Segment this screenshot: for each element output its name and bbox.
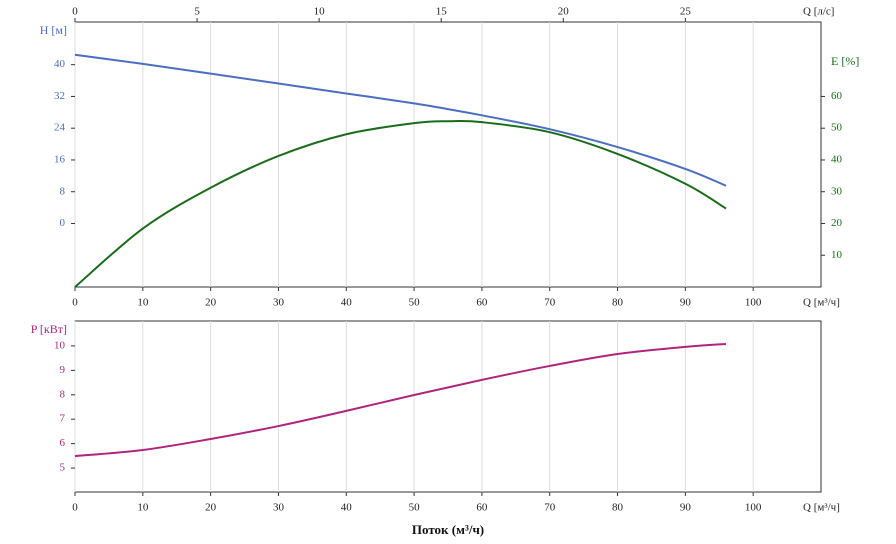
y-axis-label: P [кВт] xyxy=(31,322,67,336)
x-tick-label: 80 xyxy=(612,297,624,309)
y2-tick-label: 30 xyxy=(831,185,843,197)
y2-tick-label: 40 xyxy=(831,153,843,165)
x-axis-label: Q [м³/ч] xyxy=(803,297,840,309)
curve xyxy=(74,342,727,458)
x-tick-label: 60 xyxy=(476,297,488,309)
x-tick-label: 10 xyxy=(137,502,149,514)
y2-tick-label: 10 xyxy=(831,249,843,261)
x-tick-label: 20 xyxy=(205,502,217,514)
y2-axis-label: E [%] xyxy=(831,54,859,68)
y2-tick-label: 20 xyxy=(831,217,843,229)
x-tick-label: 30 xyxy=(273,297,285,309)
x-tick-label: 90 xyxy=(680,297,692,309)
y-tick-label: 7 xyxy=(60,413,66,425)
x-axis-title: Поток (м³/ч) xyxy=(412,522,484,537)
x2-axis-label: Q [л/с] xyxy=(803,6,834,18)
x2-tick-label: 0 xyxy=(72,6,78,18)
x2-tick-label: 5 xyxy=(194,6,200,18)
x-tick-label: 40 xyxy=(341,502,353,514)
x-tick-label: 60 xyxy=(476,502,488,514)
y-tick-label: 8 xyxy=(60,388,66,400)
x-tick-label: 30 xyxy=(273,502,285,514)
curve xyxy=(74,119,727,288)
x2-tick-label: 10 xyxy=(314,6,326,18)
x-tick-label: 0 xyxy=(72,297,78,309)
x-tick-label: 80 xyxy=(612,502,624,514)
x2-tick-label: 20 xyxy=(558,6,570,18)
y2-tick-label: 50 xyxy=(831,122,843,134)
x-axis-label: Q [м³/ч] xyxy=(803,502,840,514)
curve xyxy=(74,53,727,187)
x-tick-label: 90 xyxy=(680,502,692,514)
y-axis-label: H [м] xyxy=(40,23,67,37)
y-tick-label: 8 xyxy=(60,185,66,197)
x-tick-label: 100 xyxy=(745,502,762,514)
y2-tick-label: 60 xyxy=(831,90,843,102)
y-tick-label: 0 xyxy=(60,217,66,229)
plot-frame xyxy=(74,320,822,493)
y-tick-label: 16 xyxy=(54,153,66,165)
x-tick-label: 10 xyxy=(137,297,149,309)
x-tick-label: 70 xyxy=(544,502,556,514)
x-tick-label: 50 xyxy=(409,297,421,309)
x-tick-label: 40 xyxy=(341,297,353,309)
y-tick-label: 32 xyxy=(54,90,65,102)
x-tick-label: 0 xyxy=(72,502,78,514)
y-tick-label: 10 xyxy=(54,339,66,351)
x-tick-label: 20 xyxy=(205,297,217,309)
plot-frame xyxy=(74,21,822,288)
y-tick-label: 5 xyxy=(60,462,66,474)
y-tick-label: 6 xyxy=(60,437,66,449)
x2-tick-label: 25 xyxy=(680,6,692,18)
x2-tick-label: 15 xyxy=(436,6,448,18)
y-tick-label: 9 xyxy=(60,364,66,376)
x-tick-label: 50 xyxy=(409,502,421,514)
x-tick-label: 100 xyxy=(745,297,762,309)
y-tick-label: 24 xyxy=(54,122,66,134)
y-tick-label: 40 xyxy=(54,58,66,70)
x-tick-label: 70 xyxy=(544,297,556,309)
